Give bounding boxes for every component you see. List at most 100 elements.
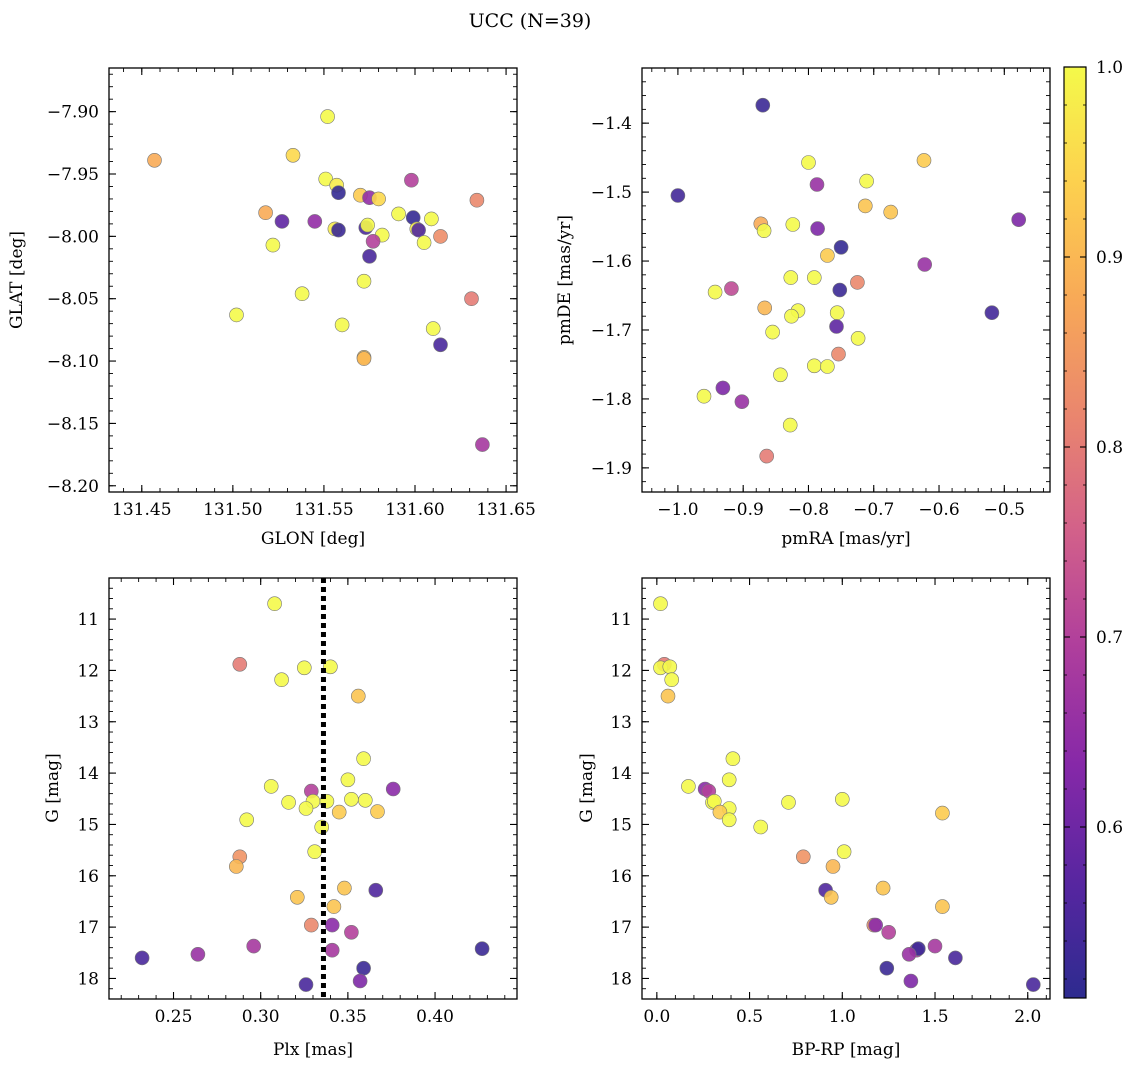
scatter-point [229,307,244,323]
scatter-point [879,960,895,976]
y-axis-label: G [mag] [43,753,63,822]
scatter-point [781,795,796,810]
scatter-point [935,805,950,821]
scatter-point [303,917,319,933]
colorbar-tick-label: 0.9 [1096,248,1123,268]
scatter-point [721,812,737,828]
scatter-point [806,270,822,285]
x-tick-label: −0.9 [723,500,764,520]
scatter-point [881,924,897,940]
scatter-point [294,286,310,302]
scatter-point [391,206,406,222]
scatter-point [320,109,335,124]
y-tick-label: −1.8 [591,390,632,410]
scatter-point [756,223,772,238]
y-tick-label: 17 [77,918,99,938]
x-tick-label: 131.60 [385,500,444,520]
y-tick-label: −8.10 [47,352,99,372]
scatter-point [859,173,874,189]
scatter-point [229,859,244,874]
x-tick-label: 131.50 [203,500,262,520]
x-tick-label: 0.25 [155,1007,193,1027]
scatter-point [337,880,352,896]
scatter-point [350,688,366,704]
y-tick-label: 15 [77,815,99,835]
scatter-point [232,656,248,672]
panel-bprp-g: 0.0 0.5 1.0 1.5 2.0 11 12 13 14 15 16 17 18 BP-RP [m… [577,577,1051,1060]
x-tick-label: 0.35 [329,1007,367,1027]
scatter-point [1011,212,1027,227]
colorbar-tick-label: 0.6 [1096,818,1123,838]
colorbar-tick-label: 0.7 [1096,628,1123,648]
figure-title: UCC (N=39) [469,10,592,32]
scatter-point [411,222,426,238]
scatter-point [901,946,917,962]
x-axis-label: GLON [deg] [261,529,365,549]
x-axis-label: BP-RP [mag] [792,1040,901,1060]
scatter-point [653,596,668,612]
scatter-point [734,394,750,410]
x-axis-label: Plx [mas] [273,1040,353,1060]
scatter-point [810,221,825,236]
scatter-point [425,321,441,336]
scatter-point [318,171,334,187]
x-tick-label: −0.5 [984,500,1025,520]
plot-frame [641,67,1051,493]
y-tick-label: −1.4 [591,114,632,134]
x-tick-label: 0.5 [736,1007,763,1027]
scatter-point [258,205,273,220]
scatter-point [755,97,771,113]
scatter-point [850,330,866,346]
scatter-point [783,270,799,285]
scatter-point [331,185,346,200]
scatter-point [883,204,899,220]
x-tick-label: 1.0 [829,1007,856,1027]
scatter-point [267,596,282,612]
scatter-point [356,273,372,289]
axis-ticks: 131.45 131.50 131.55 131.60 131.65 −7.90 −7.95… [47,68,536,520]
axis-ticks: 0.25 0.30 0.35 0.40 11 12 13 14 15 16 17 18 [77,577,517,1027]
x-tick-label: −0.7 [853,500,894,520]
scatter-point [365,234,381,249]
scatter-point [357,792,373,808]
scatter-point [806,358,822,374]
scatter-point [323,659,338,675]
y-tick-label: 18 [610,969,632,989]
y-tick-label: 11 [77,610,99,630]
scatter-points [670,97,1027,464]
y-tick-label: −8.20 [47,477,99,497]
scatter-points [134,596,490,992]
x-tick-label: 0.30 [242,1007,280,1027]
scatter-point [833,240,849,255]
scatter-point [360,217,375,233]
scatter-point [662,659,678,675]
scatter-point [368,882,384,898]
scatter-point [857,198,873,214]
scatter-point [916,153,932,168]
colorbar-tick-label: 0.8 [1096,438,1123,458]
colorbar: 0.6 0.7 0.8 0.9 1.0 [1063,58,1123,999]
y-tick-label: −1.9 [591,459,632,479]
scatter-point [307,214,323,229]
scatter-point [469,192,485,208]
scatter-point [681,779,696,794]
scatter-point [298,801,314,816]
scatter-point [759,448,775,464]
scatter-point [670,188,686,203]
y-axis-label: GLAT [deg] [7,231,27,329]
y-axis-label: pmDE [mas/yr] [555,215,575,345]
scatter-point [285,148,301,163]
scatter-point [239,812,254,828]
scatter-point [324,917,340,933]
scatter-point [715,380,731,396]
x-tick-label: −0.8 [788,500,829,520]
y-tick-label: 12 [77,661,99,681]
scatter-point [298,977,314,992]
scatter-point [424,211,439,227]
scatter-point [334,317,350,333]
x-tick-label: 2.0 [1014,1007,1041,1027]
scatter-point [707,284,723,300]
scatter-point [757,300,773,316]
scatter-point [1026,977,1041,992]
scatter-point [281,795,296,810]
